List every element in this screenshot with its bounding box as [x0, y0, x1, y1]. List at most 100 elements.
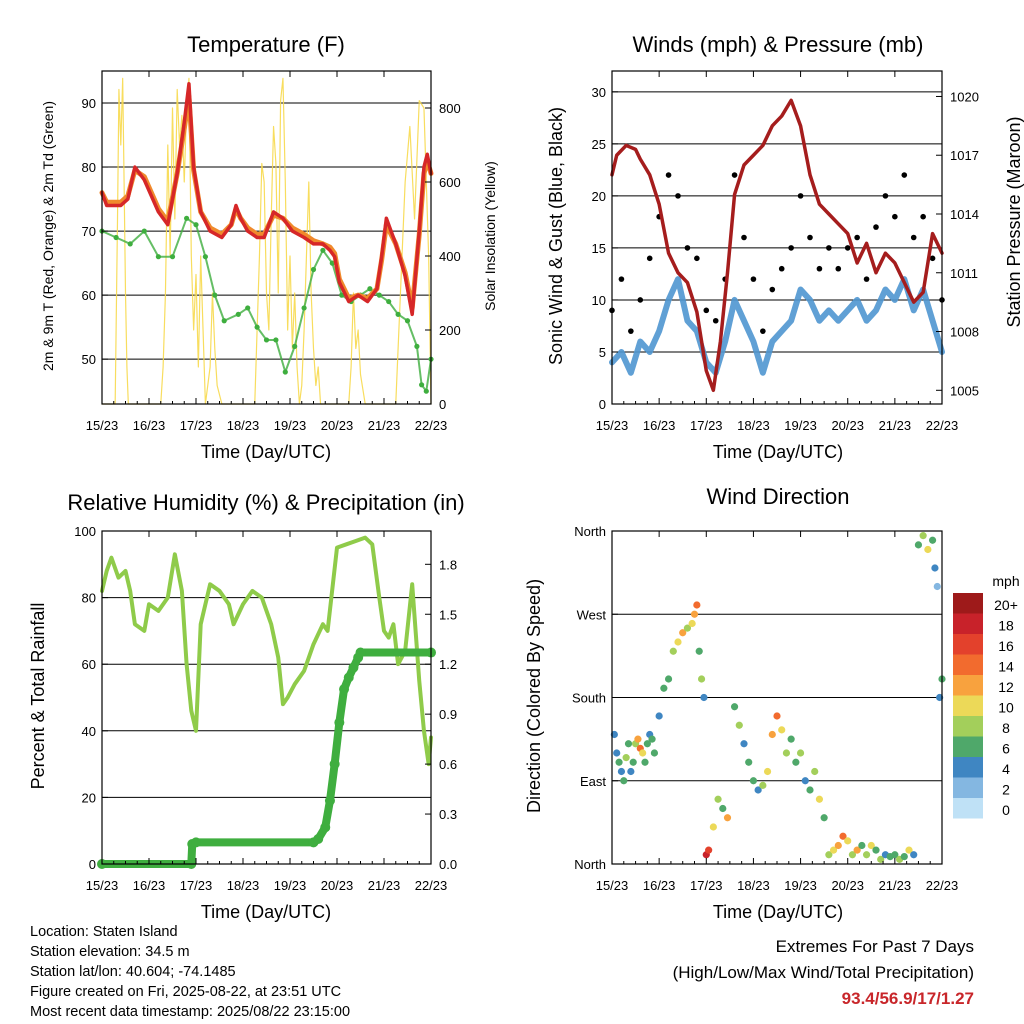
y2-tick-label: 1008 — [950, 325, 979, 340]
gust-point — [750, 276, 757, 282]
direction-point — [862, 851, 871, 859]
direction-point — [695, 647, 703, 655]
gust-point — [826, 245, 832, 251]
y-tick-label: 0 — [599, 397, 606, 412]
direction-point — [690, 610, 699, 618]
gust-point — [797, 193, 804, 199]
gust-point — [816, 265, 823, 272]
y2-tick-label: 1.8 — [439, 557, 457, 572]
x-tick-label: 21/23 — [368, 878, 401, 893]
gust-point — [628, 328, 634, 334]
speed-legend-label: 10 — [998, 700, 1014, 716]
rh-line — [100, 535, 433, 767]
direction-point — [634, 735, 642, 743]
gust-point — [882, 193, 889, 199]
y-tick-label: 100 — [74, 524, 96, 539]
temperature-y2label: Solar Insolation (Yellow) — [482, 161, 498, 311]
x-tick-label: 18/23 — [737, 878, 770, 893]
speed-legend-swatch — [953, 757, 983, 778]
x-tick-label: 20/23 — [321, 878, 354, 893]
direction-point — [664, 675, 673, 683]
x-tick-label: 22/23 — [926, 878, 959, 893]
y2-tick-label: 0.3 — [439, 807, 457, 822]
direction-point — [820, 814, 828, 822]
y2-tick-label: 0.9 — [439, 707, 457, 722]
extremes-subtitle: (High/Low/Max Wind/Total Precipitation) — [672, 963, 974, 982]
gust-point — [637, 297, 644, 303]
extremes-title: Extremes For Past 7 Days — [775, 937, 974, 956]
direction-point — [778, 726, 786, 734]
direction-point — [719, 804, 727, 813]
direction-point — [700, 693, 708, 702]
direction-point — [891, 851, 899, 859]
speed-legend-swatch — [953, 634, 983, 655]
direction-point — [723, 814, 732, 822]
recent-timestamp: Most recent data timestamp: 2025/08/22 2… — [30, 1004, 351, 1020]
speed-legend-label: 20+ — [994, 597, 1018, 613]
temperature-panel: Temperature (F) Time (Day/UTC) 2m & 9m T… — [40, 32, 498, 462]
direction-point — [931, 564, 939, 572]
direction-point — [617, 767, 626, 776]
y-tick-label: West — [577, 607, 607, 622]
y-tick-label: 70 — [82, 224, 96, 239]
direction-point — [730, 703, 739, 711]
direction-point — [624, 740, 633, 748]
x-tick-label: 17/23 — [690, 878, 723, 893]
winds-title: Winds (mph) & Pressure (mb) — [633, 32, 924, 57]
humidity-gridlines — [102, 530, 431, 865]
temp-2m-line — [100, 82, 433, 317]
speed-legend-label: 14 — [998, 659, 1014, 675]
gust-point — [684, 245, 691, 251]
x-tick-label: 22/23 — [926, 418, 959, 433]
gust-point — [788, 245, 794, 251]
plot-frame — [611, 530, 943, 865]
humidity-axes: 0 20 40 60 80 100 0.0 0.3 0.6 0.9 1.2 1.5 1.8 15/23 16… — [74, 524, 457, 893]
direction-point — [622, 754, 630, 762]
rainfall-point — [343, 672, 354, 683]
direction-point — [872, 846, 880, 854]
speed-legend-swatch — [953, 675, 983, 696]
x-tick-label: 20/23 — [831, 418, 864, 433]
gust-point — [807, 234, 813, 241]
gust-point — [844, 245, 851, 251]
rainfall-line — [98, 648, 435, 868]
speed-legend-label: 8 — [1002, 720, 1010, 736]
humidity-panel: Relative Humidity (%) & Precipitation (i… — [28, 490, 465, 922]
gust-point — [854, 234, 860, 241]
plot-frame — [101, 530, 432, 865]
direction-point — [933, 582, 941, 591]
pressure-line — [610, 98, 944, 393]
direction-point — [768, 730, 776, 739]
x-tick-label: 16/23 — [643, 418, 676, 433]
direction-point — [796, 749, 805, 757]
x-tick-label: 21/23 — [368, 418, 401, 433]
direction-point — [839, 832, 847, 840]
direction-point — [815, 795, 824, 803]
y2-tick-label: 400 — [439, 249, 461, 264]
direction-point — [858, 841, 866, 850]
gust-point — [835, 265, 842, 272]
x-tick-label: 20/23 — [321, 418, 354, 433]
direction-point — [910, 851, 918, 859]
direction-point — [919, 532, 927, 540]
direction-point — [928, 536, 937, 544]
direction-point — [697, 675, 706, 683]
direction-xlabel: Time (Day/UTC) — [713, 902, 843, 922]
direction-point — [650, 749, 659, 757]
direction-point — [749, 777, 758, 785]
direction-point — [674, 638, 682, 646]
speed-legend-swatch — [953, 777, 983, 798]
direction-point — [848, 851, 857, 859]
speed-legend-swatch — [953, 695, 983, 716]
x-tick-label: 16/23 — [133, 418, 166, 433]
station-elevation: Station elevation: 34.5 m — [30, 944, 190, 960]
rainfall-point — [339, 684, 350, 695]
winds-axes: 0 5 10 15 20 25 30 1005 1008 1011 1014 1017 1020 15/2… — [592, 70, 979, 433]
direction-point — [735, 721, 743, 729]
direction-point — [613, 749, 621, 757]
rainfall-point — [355, 647, 366, 658]
temperature-series — [99, 77, 434, 405]
winds-ylabel: Sonic Wind & Gust (Blue, Black) — [546, 107, 566, 365]
y2-tick-label: 800 — [439, 101, 461, 116]
